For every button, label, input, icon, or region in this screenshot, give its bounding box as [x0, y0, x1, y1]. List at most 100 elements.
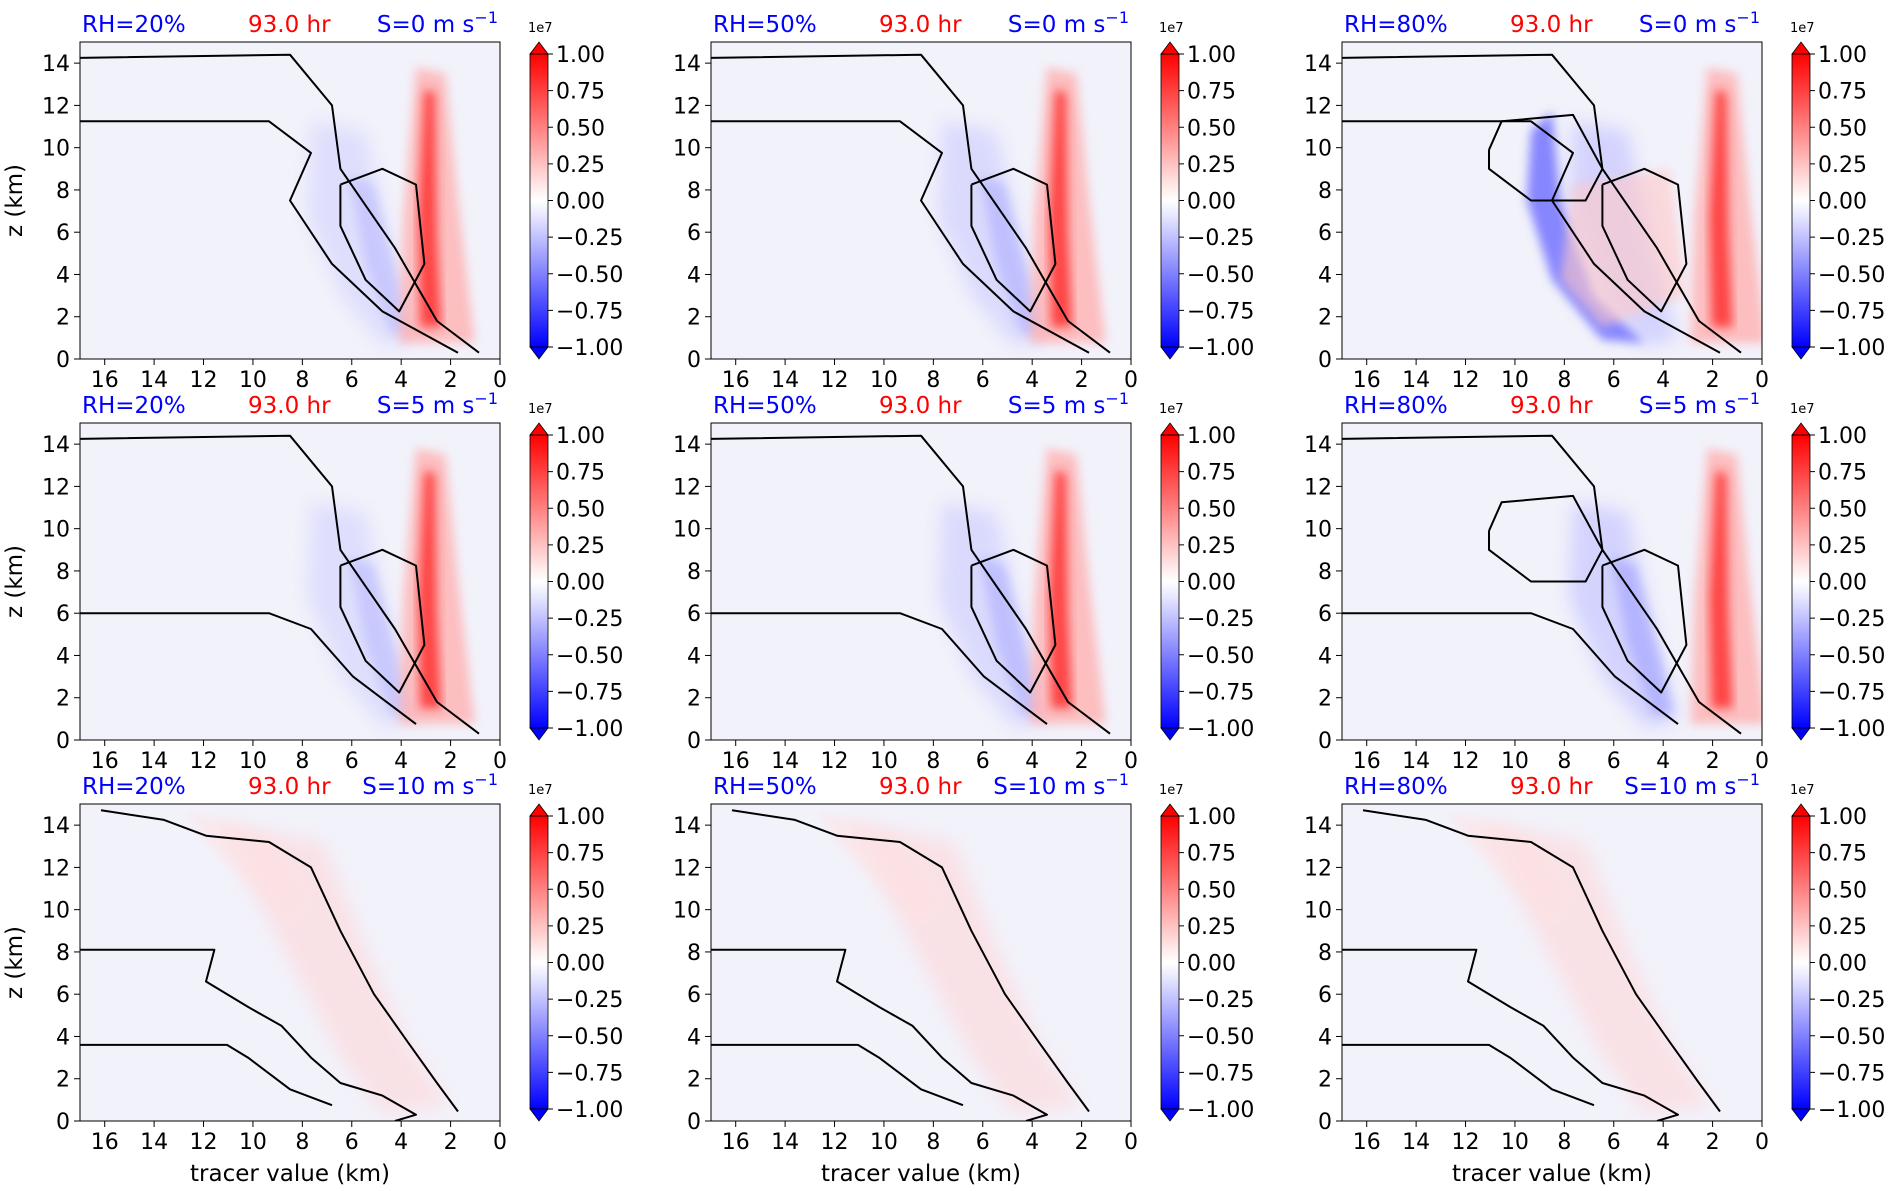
- colorbar-tick-label: −0.75: [1818, 299, 1885, 324]
- field-shape: [1560, 168, 1687, 328]
- shear-exponent: −1: [474, 389, 498, 408]
- shear-exponent: −1: [1105, 770, 1129, 789]
- x-tick-label: 0: [1755, 749, 1769, 774]
- colorbar-extend-max: [529, 803, 549, 817]
- colorbar-extend-min: [1791, 1108, 1811, 1122]
- y-tick-label: 6: [1318, 221, 1332, 246]
- colorbar-extend-min: [529, 1108, 549, 1122]
- x-tick-label: 14: [1402, 368, 1430, 393]
- panel-9: 16 14 12 10 8 6 4 2 0 0 2 4 6 8 10 12 14 RH=80% 93.0 hr S=1…: [1304, 770, 1885, 1187]
- y-tick-label: 10: [673, 518, 701, 543]
- x-tick-label: 0: [493, 368, 507, 393]
- colorbar-extend-min: [1160, 346, 1180, 360]
- contour-line: [339, 167, 426, 313]
- colorbar-exponent: 1e7: [1790, 783, 1815, 798]
- x-tick-label: 0: [493, 1130, 507, 1155]
- y-tick-label: 0: [687, 729, 701, 754]
- field-layer: [1447, 810, 1712, 1115]
- contour-layer: [1342, 434, 1742, 735]
- y-tick-label: 4: [1318, 1025, 1332, 1050]
- y-tick-label: 10: [42, 518, 70, 543]
- x-tick-label: 14: [140, 368, 168, 393]
- x-tick-label: 14: [1402, 1130, 1430, 1155]
- colorbar-tick-label: −0.75: [1187, 680, 1254, 705]
- time-label: 93.0 hr: [248, 774, 331, 800]
- colorbar-tick-label: 0.25: [1818, 915, 1867, 940]
- colorbar-tick-label: −0.50: [556, 1025, 623, 1050]
- contour-line: [80, 434, 480, 735]
- shear-label: S=10 m s−1: [993, 770, 1129, 800]
- field-layer: [1526, 67, 1762, 347]
- colorbar-exponent: 1e7: [1159, 21, 1184, 36]
- time-label: 93.0 hr: [1510, 12, 1593, 38]
- field-shape: [418, 470, 442, 709]
- colorbar-tick-label: −0.50: [1818, 1025, 1885, 1050]
- colorbar-tick-label: −0.75: [1818, 680, 1885, 705]
- contour-line: [711, 120, 1090, 354]
- colorbar-tick-label: 0.50: [1818, 497, 1867, 522]
- colorbar-tick-label: −0.25: [1187, 607, 1254, 632]
- y-tick-label: 8: [687, 179, 701, 204]
- colorbar-tick-label: −0.25: [556, 226, 623, 251]
- colorbar: 1.00 0.75 0.50 0.25 0.00 −0.25 −0.50 −0.75 −1.00…: [1790, 783, 1885, 1123]
- colorbar: 1.00 0.75 0.50 0.25 0.00 −0.25 −0.50 −0.75 −1.00…: [1790, 21, 1885, 361]
- x-tick-label: 12: [190, 1130, 218, 1155]
- colorbar-fill: [530, 816, 548, 1109]
- y-axis-label: z (km): [2, 926, 28, 999]
- x-tick-label: 10: [870, 1130, 898, 1155]
- colorbar-fill: [1161, 435, 1179, 728]
- colorbar-extend-min: [1791, 346, 1811, 360]
- y-tick-label: 8: [56, 179, 70, 204]
- colorbar-tick-label: −1.00: [556, 717, 623, 742]
- y-tick-label: 4: [56, 263, 70, 288]
- contour-line: [80, 948, 417, 1121]
- x-tick-label: 6: [345, 749, 359, 774]
- x-tick-label: 10: [239, 1130, 267, 1155]
- contour-line: [339, 548, 426, 694]
- y-tick-label: 2: [687, 1068, 701, 1093]
- field-layer: [185, 810, 450, 1115]
- colorbar-extend-max: [1160, 41, 1180, 55]
- x-tick-label: 2: [1075, 749, 1089, 774]
- x-tick-label: 12: [1452, 749, 1480, 774]
- colorbar-tick-label: 0.00: [556, 952, 605, 977]
- colorbar-tick-label: 0.00: [1187, 571, 1236, 596]
- y-tick-label: 12: [1304, 475, 1332, 500]
- contour-layer: [1342, 53, 1742, 354]
- colorbar-tick-label: 1.00: [1187, 805, 1236, 830]
- x-tick-label: 6: [345, 368, 359, 393]
- colorbar-tick-label: −0.75: [1187, 299, 1254, 324]
- colorbar-tick-label: −0.50: [556, 644, 623, 669]
- x-tick-label: 0: [1124, 749, 1138, 774]
- x-tick-label: 8: [295, 368, 309, 393]
- contour-line: [1488, 113, 1604, 202]
- colorbar-tick-label: −0.75: [556, 1061, 623, 1086]
- colorbar-tick-label: −1.00: [1187, 1098, 1254, 1123]
- panel-frame: [710, 803, 1132, 1122]
- x-tick-label: 4: [1025, 1130, 1039, 1155]
- x-tick-label: 8: [1557, 749, 1571, 774]
- x-tick-label: 10: [1501, 749, 1529, 774]
- colorbar-exponent: 1e7: [1790, 21, 1815, 36]
- colorbar-tick-label: 0.00: [556, 571, 605, 596]
- y-tick-label: 2: [56, 1068, 70, 1093]
- x-tick-label: 10: [239, 749, 267, 774]
- y-axis-label: z (km): [2, 164, 28, 237]
- x-tick-label: 16: [1353, 368, 1381, 393]
- shear-exponent: −1: [1105, 389, 1129, 408]
- x-tick-label: 4: [1025, 749, 1039, 774]
- panel-frame: [1341, 803, 1763, 1122]
- y-tick-label: 12: [42, 475, 70, 500]
- time-label: 93.0 hr: [248, 12, 331, 38]
- contour-line: [1488, 494, 1604, 583]
- colorbar-extend-min: [1160, 727, 1180, 741]
- x-tick-label: 6: [345, 1130, 359, 1155]
- x-tick-label: 14: [140, 749, 168, 774]
- y-tick-label: 6: [56, 221, 70, 246]
- colorbar-extend-max: [1160, 422, 1180, 436]
- colorbar-tick-label: 0.50: [1818, 116, 1867, 141]
- y-tick-label: 0: [1318, 1110, 1332, 1135]
- x-tick-label: 16: [1353, 1130, 1381, 1155]
- colorbar-tick-label: 1.00: [1818, 424, 1867, 449]
